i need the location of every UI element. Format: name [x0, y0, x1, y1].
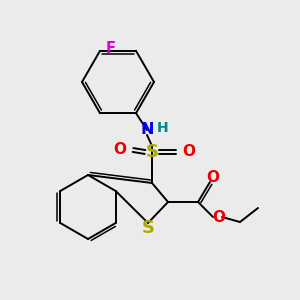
Text: S: S	[146, 143, 158, 161]
Text: H: H	[157, 121, 169, 135]
Text: O: O	[113, 142, 127, 158]
Text: O: O	[206, 169, 220, 184]
Text: S: S	[142, 219, 154, 237]
Text: F: F	[106, 41, 116, 56]
Text: N: N	[140, 122, 154, 137]
Text: O: O	[182, 145, 196, 160]
Text: O: O	[212, 209, 226, 224]
